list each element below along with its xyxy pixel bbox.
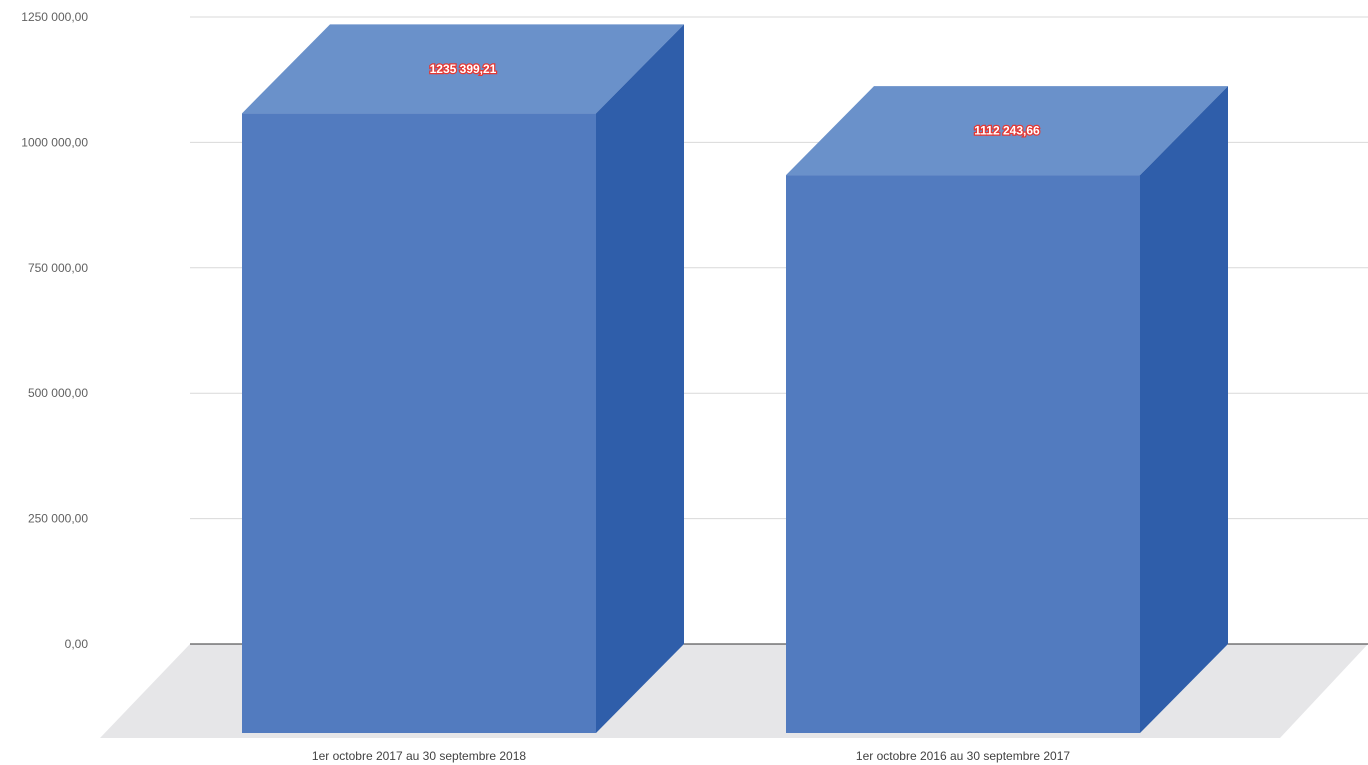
- bar-top-face: [242, 24, 684, 114]
- x-axis-category-labels: 1er octobre 2017 au 30 septembre 2018 1er…: [312, 749, 1070, 763]
- bar-side-face: [1140, 86, 1228, 734]
- bar: [786, 86, 1228, 734]
- y-tick-label: 0,00: [65, 637, 89, 651]
- bars: [242, 24, 1228, 734]
- bar-front-face: [242, 113, 596, 734]
- bar-front-face: [786, 175, 1140, 734]
- bar: [242, 24, 684, 734]
- y-tick-label: 1000 000,00: [21, 135, 88, 149]
- y-tick-label: 750 000,00: [28, 261, 88, 275]
- data-label: 1112 243,66: [974, 124, 1040, 138]
- bar-top-face: [786, 86, 1228, 176]
- y-tick-label: 500 000,00: [28, 386, 88, 400]
- x-category-label: 1er octobre 2016 au 30 septembre 2017: [856, 749, 1070, 763]
- bar-side-face: [596, 24, 684, 734]
- x-category-label: 1er octobre 2017 au 30 septembre 2018: [312, 749, 526, 763]
- data-label: 1235 399,21: [430, 62, 497, 76]
- y-tick-label: 1250 000,00: [21, 10, 88, 24]
- y-axis-tick-labels: 0,00 250 000,00 500 000,00 750 000,00 1000 0…: [21, 10, 88, 651]
- y-tick-label: 250 000,00: [28, 512, 88, 526]
- data-labels: 1235 399,21 1112 243,66: [428, 61, 1041, 139]
